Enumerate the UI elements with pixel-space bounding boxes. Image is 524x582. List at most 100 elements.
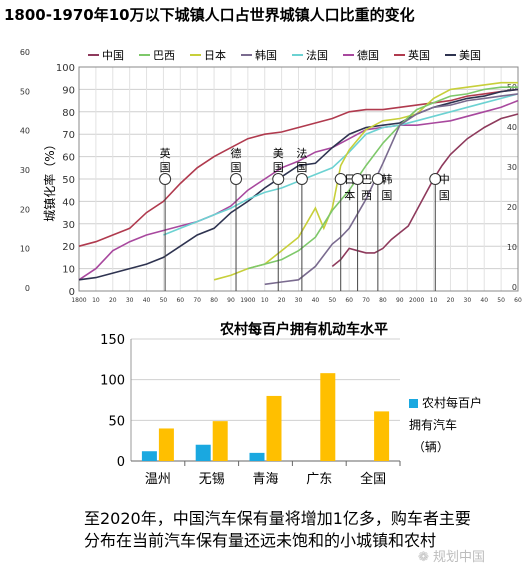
marker-circle (159, 173, 172, 185)
y-tick-label: 20 (62, 242, 75, 253)
bar-yellow (374, 411, 390, 461)
y-axis-label: 城镇化率（%） (42, 138, 57, 221)
y-tick-label: 100 (56, 63, 75, 74)
legend-label-中国: 中国 (102, 49, 124, 62)
bar-category-label: 广东 (306, 472, 332, 487)
bar-yellow (320, 373, 336, 461)
x-tick-label: 50 (497, 297, 505, 304)
x-tick-label: 30 (126, 297, 134, 304)
right-axis-tick: 30 (507, 163, 517, 172)
legend-label-韩国: 韩国 (255, 48, 277, 62)
left-axis-tick: 0 (25, 284, 30, 293)
bar-legend-line-3: （辆） (412, 440, 449, 454)
x-tick-label: 70 (362, 297, 370, 304)
marker-label: 国 (160, 161, 171, 174)
bar-blue (195, 444, 211, 461)
y-tick-label: 90 (62, 85, 75, 96)
bar-legend: 农村每百户 拥有汽车 （辆） (409, 392, 493, 458)
left-axis-tick: 30 (20, 166, 30, 175)
series-line-法国 (163, 93, 519, 236)
marker-label: 巴 (361, 173, 372, 186)
bar-blue (249, 452, 265, 461)
series-line-英国 (78, 88, 519, 247)
x-tick-label: 1900 (240, 297, 255, 304)
series-line-巴西 (247, 86, 518, 270)
x-tick-label: 90 (396, 297, 404, 304)
y-tick-label: 0 (69, 287, 75, 298)
marker-label: 国 (381, 189, 392, 202)
x-tick-label: 1800 (71, 297, 86, 304)
y-tick-label: 10 (62, 265, 75, 276)
bar-category-label: 青海 (252, 472, 278, 487)
right-axis-tick: 40 (507, 123, 517, 132)
marker-label: 国 (439, 189, 450, 202)
left-axis-tick: 40 (20, 127, 30, 136)
x-tick-label: 20 (278, 297, 286, 304)
marker-label: 国 (296, 161, 307, 174)
bar-legend-line-2: 拥有汽车 (409, 418, 458, 432)
x-tick-label: 2000 (409, 297, 424, 304)
marker-label: 英 (160, 146, 171, 160)
marker-circle (334, 173, 347, 185)
bar-legend-line-1: 农村每百户 (409, 392, 493, 414)
bar-yellow (266, 395, 282, 461)
plot-frame (78, 66, 519, 292)
series-line-美国 (78, 88, 519, 281)
vehicle-bar-chart: 农村每百户拥有机动车水平 150 100 50 0 温州 无锡 青海 广东 全国 (100, 321, 401, 487)
left-axis-tick: 60 (20, 48, 30, 57)
marker-label: 本 (344, 188, 355, 202)
x-tick-label: 10 (261, 297, 269, 304)
marker-label: 中 (439, 173, 450, 186)
right-axis-tick: 0 (512, 283, 517, 292)
series-line-日本 (213, 81, 518, 281)
bar-y-tick-label: 50 (108, 414, 125, 429)
legend-label-巴西: 巴西 (153, 49, 175, 62)
bar-category-label: 全国 (360, 471, 386, 487)
marker-circle (295, 173, 308, 185)
marker-circle (272, 173, 285, 185)
legend-label-英国: 英国 (408, 48, 430, 62)
caption-text: 至2020年，中国汽车保有量将增加1亿多，购车者主要分布在当前汽车保有量还远未饱… (84, 509, 471, 550)
left-axis-tick: 50 (20, 87, 30, 96)
bar-category-label: 无锡 (199, 472, 225, 487)
x-tick-label: 40 (312, 297, 320, 304)
y-tick-label: 30 (62, 220, 75, 231)
marker-label: 法 (296, 146, 307, 160)
right-axis-tick: 20 (507, 203, 517, 212)
bar-y-tick-label: 100 (100, 374, 125, 389)
x-tick-label: 60 (176, 297, 184, 304)
x-tick-label: 20 (447, 297, 455, 304)
legend-label-法国: 法国 (306, 48, 328, 62)
legend-label-美国: 美国 (459, 49, 481, 62)
x-tick-label: 30 (464, 297, 472, 304)
marker-circle (371, 173, 384, 185)
x-tick-label: 50 (160, 297, 168, 304)
series-line-韩国 (264, 93, 519, 286)
bar-y-tick-label: 0 (117, 455, 125, 470)
bar-y-tick-label: 150 (100, 333, 125, 348)
bar-category-label: 温州 (145, 472, 171, 487)
y-tick-label: 60 (62, 153, 75, 164)
bar-legend-swatch (409, 399, 418, 408)
left-axis-tick: 20 (20, 205, 30, 214)
x-tick-label: 10 (92, 297, 100, 304)
watermark: ❁ 规划中国 (418, 550, 486, 565)
y-tick-label: 70 (62, 130, 75, 141)
marker-label: 德 (231, 146, 242, 160)
marker-label: 国 (273, 161, 284, 174)
x-tick-label: 90 (227, 297, 235, 304)
x-tick-label: 60 (514, 297, 522, 304)
legend-label-德国: 德国 (357, 48, 379, 62)
marker-label: 韩 (381, 172, 392, 186)
x-tick-label: 30 (295, 297, 303, 304)
right-axis-tick: 10 (507, 243, 517, 252)
marker-label: 西 (361, 189, 372, 202)
bar-blue (141, 451, 157, 461)
x-tick-label: 40 (143, 297, 151, 304)
legend-label-日本: 日本 (204, 48, 226, 62)
marker-label: 日 (344, 173, 355, 186)
series-line-德国 (78, 99, 519, 281)
x-tick-label: 50 (328, 297, 336, 304)
left-axis-tick: 10 (20, 245, 30, 254)
